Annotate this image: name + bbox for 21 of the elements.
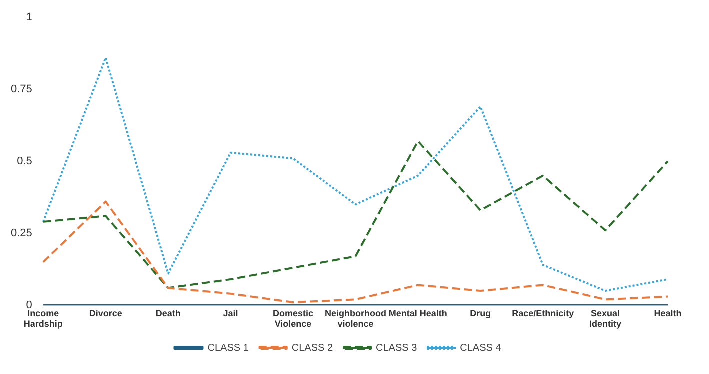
x-tick-label: Death bbox=[156, 308, 181, 318]
x-tick-label: Jail bbox=[223, 308, 238, 318]
x-tick-label: Race/Ethnicity bbox=[512, 308, 574, 318]
x-tick-label: Mental Health bbox=[388, 308, 448, 318]
y-tick-label: 0.5 bbox=[17, 156, 32, 168]
x-tick-label: Health bbox=[654, 308, 682, 318]
x-tick-label: Neighborhood violence bbox=[324, 308, 386, 330]
y-tick-label: 0.75 bbox=[10, 84, 32, 96]
x-tick-label: Divorce bbox=[89, 308, 122, 318]
x-tick-label: Drug bbox=[470, 308, 492, 318]
line-series bbox=[42, 56, 669, 292]
legend-label: CLASS 3 bbox=[376, 342, 418, 354]
line-series bbox=[42, 200, 669, 304]
y-tick-label: 1 bbox=[26, 12, 32, 24]
x-tick-label: Sexual Identity bbox=[590, 308, 622, 330]
legend-label: CLASS 4 bbox=[460, 342, 502, 354]
line-series bbox=[42, 140, 669, 290]
legend-label: CLASS 1 bbox=[208, 342, 250, 354]
x-tick-label: Domestic Violence bbox=[272, 308, 314, 330]
y-tick-label: 0.25 bbox=[10, 227, 32, 240]
legend-label: CLASS 2 bbox=[292, 342, 334, 354]
